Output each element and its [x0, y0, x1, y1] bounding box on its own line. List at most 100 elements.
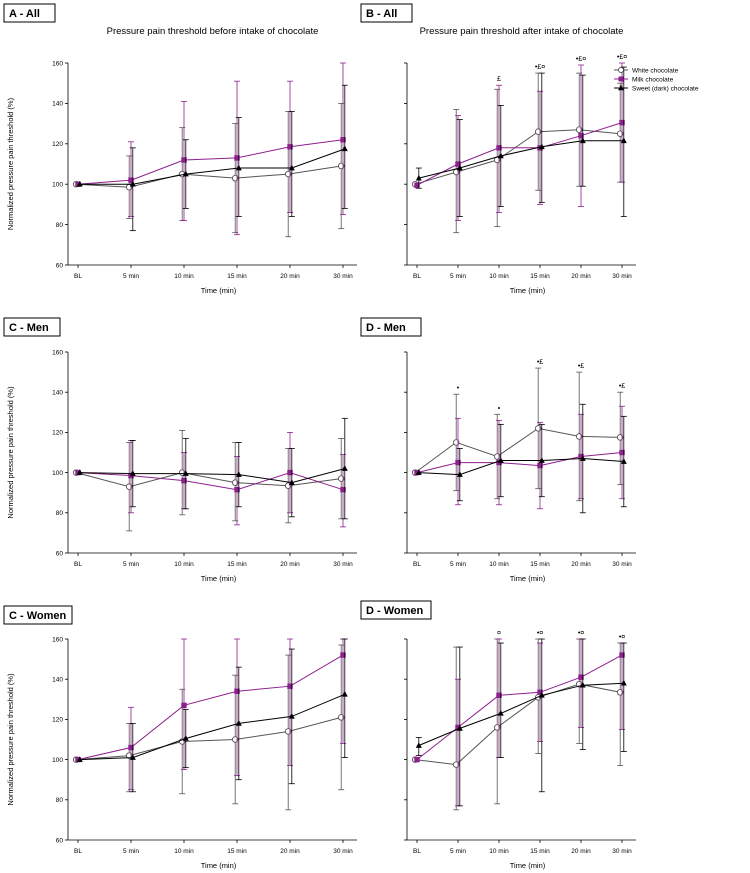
- panel-c-women: C - Women 60 80 100 120 140 160 BL 5 min 10 min 15…: [3, 605, 357, 870]
- panel-label: C - Men: [9, 322, 49, 334]
- y-tick-label: 120: [52, 141, 63, 148]
- data-point: [129, 470, 136, 476]
- data-point: [288, 479, 295, 485]
- x-tick-label: 10 min: [489, 561, 509, 568]
- x-tick-label: 30 min: [333, 848, 353, 855]
- x-axis-title: Time (min): [201, 861, 237, 870]
- series-line: [418, 140, 624, 179]
- data-point: [182, 170, 189, 177]
- x-tick-label: 10 min: [489, 273, 509, 280]
- series-sweet-dark-chocolate: [415, 638, 627, 807]
- x-tick-label: BL: [74, 561, 82, 568]
- y-tick-label: 80: [56, 797, 64, 804]
- series-white-chocolate: [411, 638, 624, 811]
- data-point: [619, 119, 625, 126]
- y-tick-label: 80: [56, 510, 64, 517]
- x-tick-label: BL: [74, 848, 82, 855]
- data-point: [129, 754, 136, 760]
- data-point: [456, 725, 463, 731]
- panel-label: A - All: [9, 8, 40, 20]
- series-line: [76, 716, 342, 761]
- panel-label-box: [3, 317, 61, 337]
- data-point: [538, 457, 545, 463]
- y-tick-label: 160: [52, 636, 63, 643]
- data-point: [578, 674, 584, 680]
- series-line: [416, 452, 623, 474]
- y-tick-label: 60: [56, 262, 64, 269]
- series-line: [77, 654, 344, 761]
- data-point: [537, 462, 543, 469]
- y-tick-label: 100: [52, 182, 63, 189]
- data-point: [620, 137, 627, 144]
- y-tick-label: 80: [56, 222, 64, 229]
- y-tick-label: 160: [52, 60, 63, 67]
- data-point: [182, 735, 189, 741]
- data-point: [181, 477, 187, 484]
- series-white-chocolate: [411, 367, 624, 502]
- y-tick-label: 100: [52, 470, 63, 477]
- x-tick-label: 10 min: [489, 848, 509, 855]
- significance-mark: £: [497, 76, 501, 83]
- data-point: [415, 174, 422, 181]
- data-point: [579, 137, 586, 144]
- panel-label: B - All: [366, 8, 397, 20]
- x-tick-label: 5 min: [123, 273, 139, 280]
- y-tick-label: 100: [52, 757, 63, 764]
- data-point: [235, 720, 242, 726]
- y-tick-label: 60: [56, 837, 64, 844]
- data-point: [181, 702, 187, 709]
- x-tick-label: BL: [413, 848, 421, 855]
- panel-label-box: [360, 600, 432, 620]
- x-axis-title: Time (min): [510, 574, 546, 583]
- x-tick-label: 30 min: [333, 561, 353, 568]
- legend-label: White chocolate: [632, 67, 679, 74]
- x-tick-label: 5 min: [123, 561, 139, 568]
- series-line: [77, 472, 344, 491]
- data-point: [537, 689, 543, 695]
- data-point: [619, 652, 625, 658]
- y-tick-label: 160: [52, 349, 63, 356]
- panel-title: Pressure pain threshold after intake of …: [420, 26, 624, 37]
- data-point: [497, 710, 504, 716]
- data-point: [234, 155, 240, 161]
- data-point: [231, 174, 239, 182]
- data-point: [497, 457, 504, 463]
- significance-mark: •£: [537, 359, 543, 366]
- series-milk-chocolate: [414, 405, 625, 510]
- data-point: [129, 180, 136, 187]
- data-point: [579, 455, 586, 461]
- panel-title: Pressure pain threshold before intake of…: [107, 26, 319, 37]
- x-tick-label: 20 min: [571, 561, 591, 568]
- series-line: [77, 139, 344, 185]
- panel-c-men: C - Men 60 80 100 120 140 160 BL 5 min 10 min 15 m…: [3, 317, 357, 583]
- panel-d-women: D - Women BL 5 min 10 min 15 min 20 min 30 min…: [360, 600, 636, 870]
- data-point: [288, 164, 295, 171]
- significance-mark: •¤: [537, 630, 543, 637]
- series-white-chocolate: [411, 72, 624, 234]
- data-point: [75, 469, 81, 476]
- data-point: [341, 465, 348, 471]
- x-tick-label: 30 min: [612, 848, 632, 855]
- series-sweet-dark-chocolate: [415, 403, 627, 514]
- x-tick-label: 15 min: [530, 273, 550, 280]
- data-point: [538, 143, 545, 150]
- series-line: [76, 165, 342, 188]
- panel-a-all: A - All Pressure pain threshold before in…: [3, 3, 357, 295]
- data-point: [340, 652, 346, 658]
- data-point: [496, 145, 502, 151]
- series-line: [416, 654, 623, 760]
- x-tick-label: 10 min: [174, 848, 194, 855]
- data-point: [456, 164, 463, 171]
- series-line: [418, 457, 624, 476]
- x-tick-label: 20 min: [571, 848, 591, 855]
- data-point: [287, 469, 293, 476]
- series-line: [415, 129, 621, 185]
- panel-d-men: D - Men BL 5 min 10 min 15 min 20 min 30 min Ti…: [360, 317, 636, 583]
- data-point: [341, 145, 348, 152]
- y-tick-label: 140: [52, 390, 63, 397]
- panel-b-all: B - All Pressure pain threshold after int…: [360, 3, 636, 295]
- x-tick-label: 5 min: [123, 848, 139, 855]
- data-point: [341, 690, 348, 697]
- data-point: [125, 483, 133, 490]
- data-point: [414, 756, 420, 763]
